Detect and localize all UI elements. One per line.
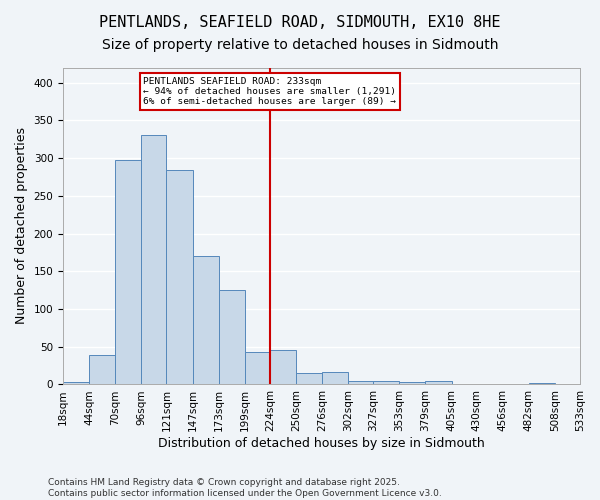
Bar [529,383,555,384]
Bar [373,380,400,384]
Bar [115,160,142,384]
Bar [142,134,166,384]
Bar [296,373,322,384]
Y-axis label: Number of detached properties: Number of detached properties [15,128,28,324]
Text: Size of property relative to detached houses in Sidmouth: Size of property relative to detached ho… [102,38,498,52]
Bar [218,290,245,384]
Bar [193,256,218,384]
X-axis label: Distribution of detached houses by size in Sidmouth: Distribution of detached houses by size … [158,437,485,450]
Bar [400,382,425,384]
Bar [348,382,373,384]
Text: Contains HM Land Registry data © Crown copyright and database right 2025.
Contai: Contains HM Land Registry data © Crown c… [48,478,442,498]
Bar [322,372,348,384]
Bar [166,170,193,384]
Text: PENTLANDS, SEAFIELD ROAD, SIDMOUTH, EX10 8HE: PENTLANDS, SEAFIELD ROAD, SIDMOUTH, EX10… [99,15,501,30]
Bar [63,382,89,384]
Bar [89,355,115,384]
Bar [425,380,452,384]
Text: PENTLANDS SEAFIELD ROAD: 233sqm
← 94% of detached houses are smaller (1,291)
6% : PENTLANDS SEAFIELD ROAD: 233sqm ← 94% of… [143,76,397,106]
Bar [245,352,270,384]
Bar [270,350,296,384]
